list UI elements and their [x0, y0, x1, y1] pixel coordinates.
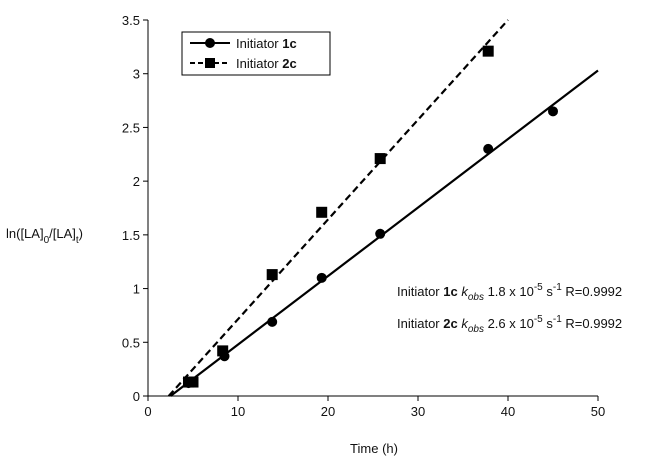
y-tick-label: 1.5: [122, 228, 140, 243]
data-point-1c: [483, 143, 494, 154]
data-point-1c: [548, 106, 558, 117]
data-points: [183, 45, 558, 389]
data-point-2c: [217, 345, 229, 357]
y-tick-label: 2.5: [122, 120, 140, 135]
data-point-2c: [482, 45, 494, 57]
legend: Initiator 1c Initiator 2c: [181, 31, 331, 76]
legend-marker-1c: [205, 38, 215, 48]
y-tick-label: 0: [133, 389, 140, 404]
legend-label-1c: Initiator 1c: [236, 36, 297, 51]
y-tick-label: 1: [133, 282, 140, 297]
y-tick-label: 3.5: [122, 13, 140, 28]
y-tick-label: 0.5: [122, 335, 140, 350]
x-axis-title: Time (h): [350, 441, 398, 456]
data-point-2c: [374, 153, 386, 165]
data-point-2c: [187, 376, 199, 388]
y-tick-label: 3: [133, 67, 140, 82]
fit-lines: [167, 19, 599, 397]
annotation-2c: Initiator 2c kobs 2.6 x 10-5 s-1 R=0.999…: [397, 314, 622, 335]
fit-line-2c: [167, 19, 509, 397]
x-tick-label: 10: [231, 404, 245, 419]
axes: 0 10 20 30 40 50 0 0.5 1 1.5 2 2.5 3 3.5: [122, 13, 605, 419]
data-point-2c: [316, 206, 328, 218]
annotation-1c: Initiator 1c kobs 1.8 x 10-5 s-1 R=0.999…: [397, 282, 622, 303]
x-tick-label: 0: [144, 404, 151, 419]
data-point-1c: [375, 228, 386, 239]
x-tick-label: 20: [321, 404, 335, 419]
data-point-2c: [266, 269, 278, 281]
x-tick-label: 40: [501, 404, 515, 419]
y-tick-label: 2: [133, 174, 140, 189]
y-axis-title: ln([LA]0/[LA]t): [6, 226, 83, 246]
data-point-1c: [316, 272, 327, 283]
legend-marker-2c: [205, 58, 215, 68]
x-tick-label: 30: [411, 404, 425, 419]
data-point-1c: [267, 316, 278, 327]
x-tick-label: 50: [591, 404, 605, 419]
legend-label-2c: Initiator 2c: [236, 56, 297, 71]
